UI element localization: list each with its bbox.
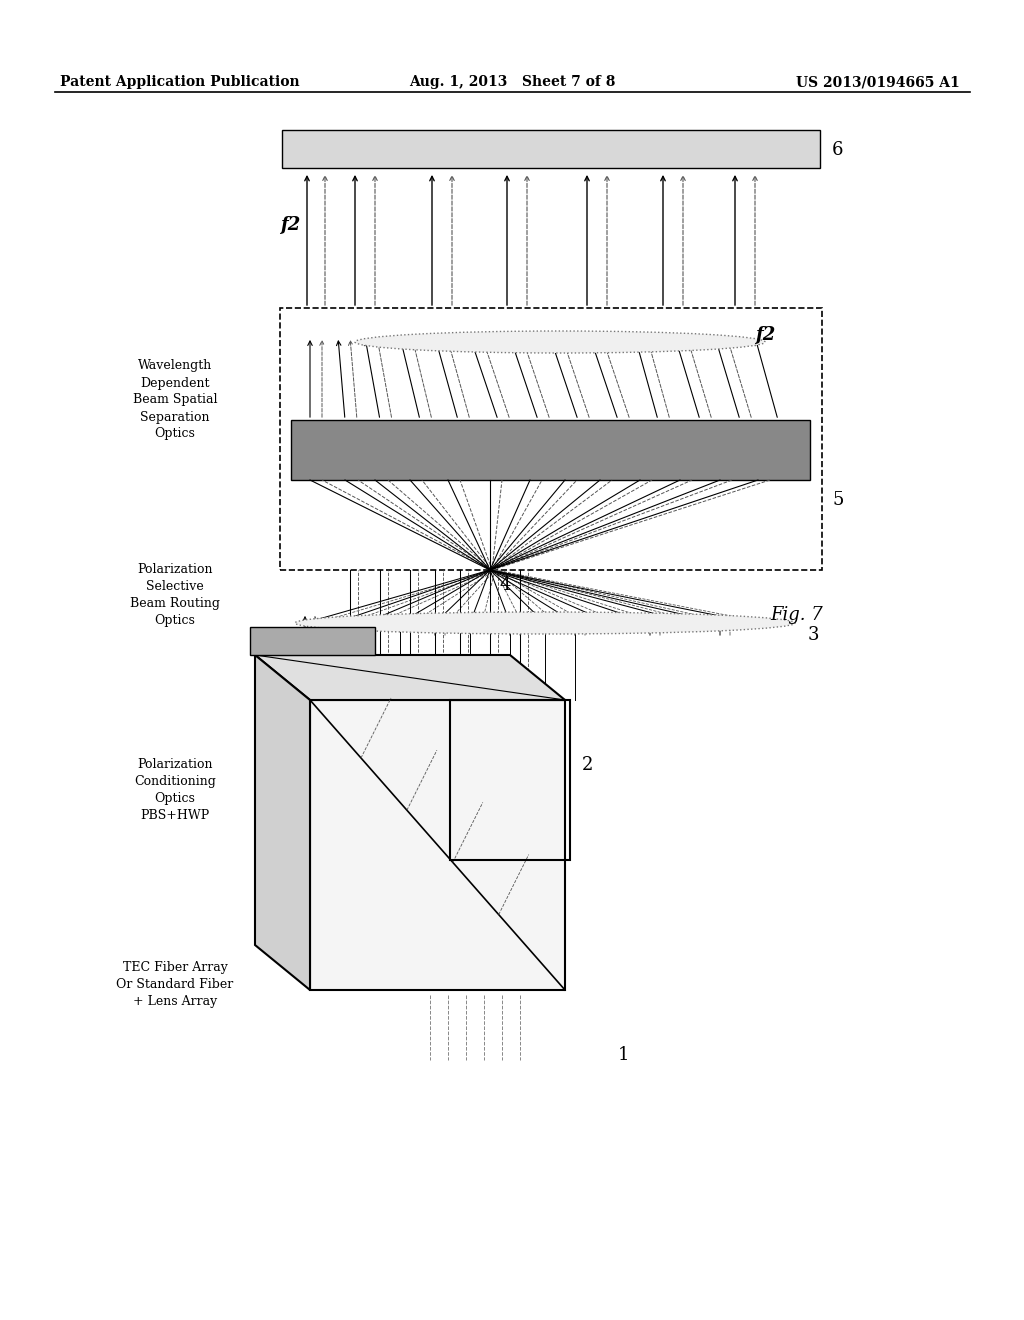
Bar <box>291 420 810 480</box>
Polygon shape <box>310 700 565 990</box>
Text: 2: 2 <box>582 756 593 774</box>
Text: Patent Application Publication: Patent Application Publication <box>60 75 300 88</box>
Bar <box>250 627 375 655</box>
Text: 4: 4 <box>500 576 511 594</box>
Text: Polarization
Selective
Beam Routing
Optics: Polarization Selective Beam Routing Opti… <box>130 564 220 627</box>
Text: 1: 1 <box>618 1045 630 1064</box>
Text: 6: 6 <box>831 141 844 158</box>
Ellipse shape <box>355 331 765 352</box>
Text: Wavelength
Dependent
Beam Spatial
Separation
Optics: Wavelength Dependent Beam Spatial Separa… <box>133 359 217 441</box>
Bar <box>450 700 570 861</box>
Text: US 2013/0194665 A1: US 2013/0194665 A1 <box>797 75 961 88</box>
Text: Aug. 1, 2013   Sheet 7 of 8: Aug. 1, 2013 Sheet 7 of 8 <box>409 75 615 88</box>
Bar <box>280 308 822 570</box>
Text: f2: f2 <box>755 326 775 345</box>
Text: Fig. 7: Fig. 7 <box>770 606 822 624</box>
Polygon shape <box>255 655 310 990</box>
Text: TEC Fiber Array
Or Standard Fiber
+ Lens Array: TEC Fiber Array Or Standard Fiber + Lens… <box>117 961 233 1008</box>
Text: 5: 5 <box>831 491 844 510</box>
Text: f2: f2 <box>280 216 300 234</box>
Ellipse shape <box>295 612 795 634</box>
Bar <box>282 129 820 168</box>
Polygon shape <box>255 655 565 700</box>
Text: Polarization
Conditioning
Optics
PBS+HWP: Polarization Conditioning Optics PBS+HWP <box>134 758 216 822</box>
Text: 3: 3 <box>808 626 819 644</box>
